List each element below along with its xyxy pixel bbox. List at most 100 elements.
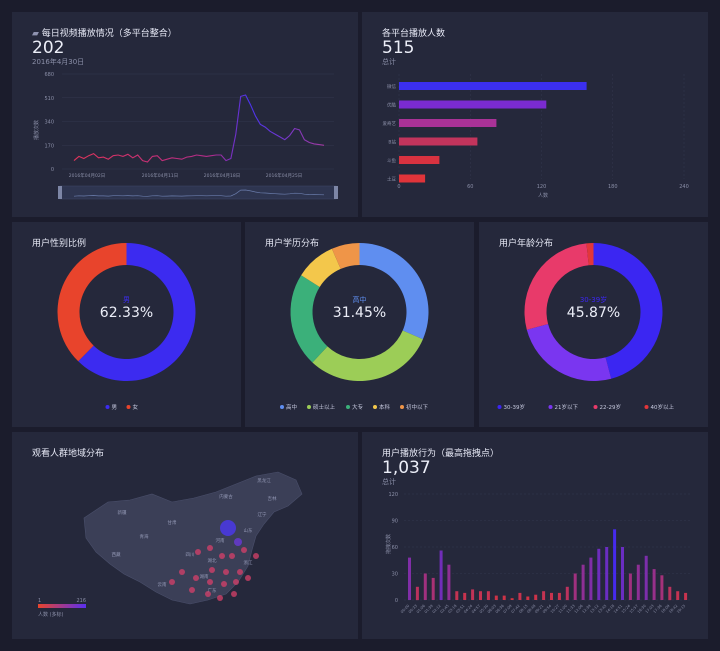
map-region-label: 青海 (140, 533, 149, 540)
y-tick-label: 120 (388, 492, 398, 498)
legend-label[interactable]: 30-39岁 (504, 403, 525, 411)
map-hotspot (234, 538, 242, 546)
x-tick-label: 09:54 (542, 603, 553, 614)
zoom-handle-right[interactable] (334, 186, 338, 199)
legend-label: 人数 (多标) (38, 611, 64, 618)
x-tick-label: 17:36 (652, 603, 663, 614)
x-tick-label: 02:45 (439, 604, 449, 614)
y-tick-label: 170 (44, 143, 54, 149)
legend-label[interactable]: 初中以下 (406, 403, 429, 411)
map-hotspot (229, 553, 235, 559)
zoom-handle-left[interactable] (58, 186, 62, 199)
map-hotspot (233, 579, 239, 585)
category-label: 斗鱼 (387, 157, 396, 164)
bar (613, 529, 617, 600)
map-region-label: 新疆 (118, 509, 127, 516)
map-hotspot (241, 547, 247, 553)
map-region-label: 浙江 (244, 559, 253, 566)
zoom-preview-line (73, 189, 325, 197)
bar-chart: 拖拽次数 120 90 60 30 000:0000:3301:0601:3902:12… (385, 492, 692, 614)
y-tick-label: 510 (44, 96, 54, 102)
map-region-label: 吉林 (268, 495, 277, 502)
bar (628, 573, 632, 600)
x-axis-label: 人数 (538, 192, 548, 199)
map-hotspot (179, 569, 185, 575)
map-hotspot (253, 553, 259, 559)
donut-slice (593, 243, 663, 379)
map-region-label: 河南 (216, 537, 225, 544)
bar (510, 598, 514, 600)
x-tick-label: 18:09 (660, 603, 671, 614)
center-label: 高中 (353, 295, 367, 304)
bar (621, 547, 624, 600)
bar (668, 586, 672, 601)
bar (652, 569, 656, 600)
y-tick-label: 60 (392, 545, 398, 551)
bar (463, 592, 467, 600)
donut-slice (586, 243, 594, 266)
legend-marker (307, 405, 311, 409)
x-tick-label: 02:12 (432, 604, 442, 614)
map-hotspot (220, 520, 236, 536)
legend-label[interactable]: 硕士以上 (313, 403, 336, 411)
x-tick-label: 07:42 (510, 604, 520, 614)
donut-slice (290, 275, 328, 363)
legend-label[interactable]: 大专 (352, 403, 364, 411)
x-tick-label: 17:03 (645, 604, 655, 614)
donut-slice (524, 243, 589, 330)
legend-label[interactable]: 21岁以下 (555, 403, 579, 411)
map-region-label: 内蒙古 (219, 493, 233, 500)
legend-marker (548, 405, 553, 409)
x-tick-label: 01:39 (424, 603, 435, 614)
legend-marker (644, 405, 649, 409)
bar (542, 591, 546, 600)
legend-marker (126, 405, 131, 409)
legend-label[interactable]: 本科 (379, 403, 391, 411)
legend-label[interactable]: 女 (133, 403, 139, 411)
donut-slice (301, 248, 341, 287)
legend-marker (373, 405, 377, 409)
legend-label[interactable]: 22-29岁 (600, 403, 621, 411)
legend-marker (280, 405, 284, 409)
y-tick-label: 0 (51, 167, 54, 173)
map-hotspot (195, 549, 201, 555)
x-tick-label: 14:51 (613, 604, 623, 614)
map-region-label: 辽宁 (258, 511, 267, 518)
map-region-label: 西藏 (112, 551, 121, 558)
legend-label[interactable]: 高中 (286, 403, 297, 411)
bar (399, 174, 426, 183)
video-icon: ▰ (32, 29, 42, 39)
map-hotspot (223, 569, 229, 575)
x-tick-label: 180 (608, 184, 618, 190)
x-tick-label: 08:15 (518, 604, 528, 614)
total-label: 总计 (382, 478, 396, 486)
panel-region-map: 观看人群地域分布 新疆 西藏 青海 甘肃 四川 内蒙古 黑龙江 吉林 辽宁 山东 河南 湖北 湖南 广东 云… (12, 432, 358, 639)
panel-title: 用户年龄分布 (499, 239, 554, 249)
center-label: 30-39岁 (580, 295, 607, 304)
bar (447, 564, 451, 600)
donut-slice (312, 330, 423, 381)
date-label: 2016年4月30日 (32, 58, 85, 66)
category-label: B站 (388, 139, 396, 146)
bar (565, 586, 569, 601)
x-tick-label: 11:00 (558, 603, 569, 614)
legend-marker (400, 405, 404, 409)
panel-play-behavior: 用户播放行为（最高拖拽点） 1,037 总计 拖拽次数 120 90 60 30 0 00… (362, 432, 708, 639)
bar (660, 575, 664, 600)
category-label: 土豆 (387, 176, 396, 183)
legend-marker (105, 405, 110, 409)
zoom-slider[interactable] (59, 185, 337, 200)
legend-label[interactable]: 男 (112, 404, 118, 411)
bar (431, 577, 435, 600)
x-tick-label: 19:15 (676, 604, 686, 614)
donut-slice (78, 243, 196, 381)
map-region-label: 甘肃 (168, 519, 177, 526)
x-tick-label: 120 (537, 184, 547, 190)
total-value: 202 (32, 38, 65, 58)
panel-platform-viewers: 各平台播放人数 515 总计 微信 优酷 爱奇艺 B站 斗鱼 土豆 0 60 120 180 240… (362, 12, 708, 217)
legend-label[interactable]: 40岁以上 (651, 403, 675, 411)
legend-marker (346, 405, 350, 409)
